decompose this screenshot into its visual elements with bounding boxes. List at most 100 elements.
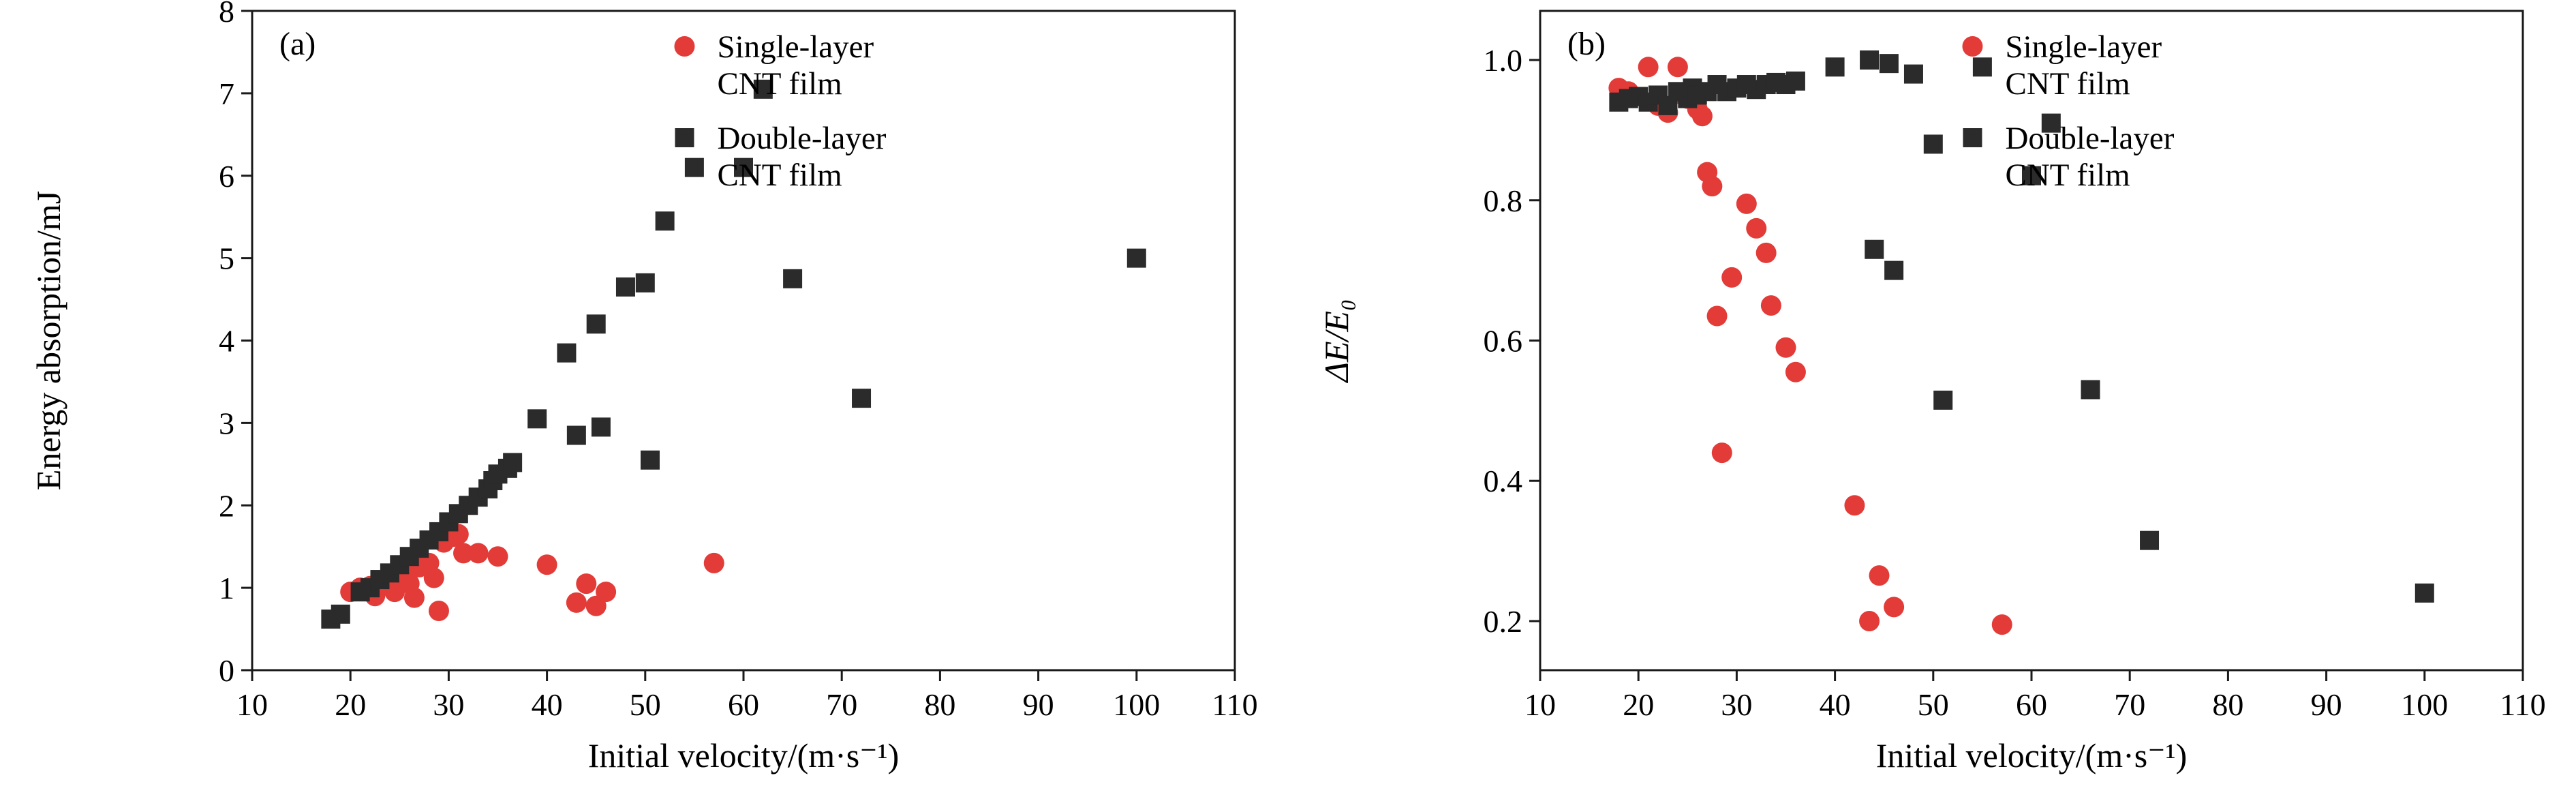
data-point-double-layer-cnt-film: [2081, 380, 2100, 400]
data-point-single-layer-cnt-film: [1755, 242, 1777, 263]
data-point-double-layer-cnt-film: [1785, 71, 1805, 91]
data-point-single-layer-cnt-film: [1667, 57, 1688, 78]
data-point-double-layer-cnt-film: [566, 425, 586, 445]
y-tick-label: 8: [219, 0, 234, 29]
data-point-single-layer-cnt-film: [423, 567, 444, 588]
data-point-single-layer-cnt-film: [487, 546, 508, 567]
data-point-double-layer-cnt-film: [586, 314, 606, 334]
data-point-double-layer-cnt-film: [1923, 134, 1943, 154]
y-tick-label: 1: [219, 571, 234, 605]
data-point-double-layer-cnt-film: [2041, 113, 2061, 133]
data-point-double-layer-cnt-film: [1933, 390, 1953, 410]
data-point-single-layer-cnt-film: [596, 582, 617, 603]
y-tick-label: 4: [219, 324, 234, 359]
panel-b: 10 20 30 40 50 60 70 80 90 100 110 0.2 0.4 0.6 0.8 1.0 I…: [1288, 0, 2576, 797]
data-point-single-layer-cnt-film: [1760, 295, 1781, 316]
x-tick-label: 50: [630, 687, 661, 722]
data-point-single-layer-cnt-film: [1721, 267, 1743, 288]
x-tick-label: 10: [1524, 687, 1556, 722]
x-tick-label: 40: [1820, 687, 1851, 722]
x-axis-title: Initial velocity/(m·s⁻¹): [588, 736, 900, 775]
legend-label: Single-layer: [2005, 29, 2162, 65]
data-point-single-layer-cnt-film: [1775, 337, 1796, 358]
x-tick-label: 70: [2114, 687, 2145, 722]
legend-marker-square: [1963, 128, 1982, 147]
x-axis-title: Initial velocity/(m·s⁻¹): [1876, 736, 2188, 775]
data-point-double-layer-cnt-film: [1884, 260, 1904, 280]
y-tick-label: 0: [219, 653, 234, 688]
legend-marker-circle: [674, 36, 695, 57]
x-tick-label: 100: [2401, 687, 2448, 722]
x-tick-label: 90: [2311, 687, 2342, 722]
x-tick-label: 20: [335, 687, 366, 722]
scatter-chart-energy-absorption: 10 20 30 40 50 60 70 80 90 100 110 0 1 2 3 4 5 6 7 8 Initial…: [29, 0, 1258, 775]
legend-label: Double-layer: [2005, 121, 2174, 156]
data-point-double-layer-cnt-film: [557, 343, 577, 363]
data-point-single-layer-cnt-film: [566, 592, 587, 613]
y-tick-label: 0.8: [1484, 183, 1523, 218]
x-tick-label: 30: [433, 687, 464, 722]
data-point-single-layer-cnt-film: [536, 554, 557, 575]
data-point-double-layer-cnt-film: [331, 604, 350, 624]
data-point-single-layer-cnt-film: [1638, 57, 1659, 78]
y-tick-label: 5: [219, 241, 234, 276]
panel-label: (b): [1567, 26, 1606, 62]
data-point-single-layer-cnt-film: [1706, 305, 1728, 327]
x-tick-label: 110: [2500, 687, 2545, 722]
x-tick-label: 40: [532, 687, 563, 722]
y-tick-label: 3: [219, 406, 234, 440]
x-tick-label: 90: [1023, 687, 1054, 722]
x-tick-label: 60: [728, 687, 759, 722]
y-axis-title: ΔE/E₀: [1317, 299, 1355, 384]
data-point-double-layer-cnt-film: [1825, 57, 1845, 77]
data-point-single-layer-cnt-film: [1736, 193, 1757, 214]
data-point-double-layer-cnt-film: [783, 269, 803, 288]
data-point-double-layer-cnt-film: [2414, 583, 2434, 603]
data-point-single-layer-cnt-film: [1991, 614, 2012, 635]
data-point-double-layer-cnt-film: [734, 157, 753, 177]
x-tick-label: 60: [2016, 687, 2047, 722]
data-point-single-layer-cnt-film: [453, 543, 474, 564]
x-tick-label: 110: [1212, 687, 1257, 722]
y-tick-label: 1.0: [1484, 43, 1523, 78]
y-tick-label: 0.6: [1484, 324, 1523, 359]
data-point-double-layer-cnt-film: [753, 79, 773, 99]
data-point-single-layer-cnt-film: [1884, 597, 1905, 618]
data-point-single-layer-cnt-film: [1869, 565, 1890, 586]
data-point-double-layer-cnt-film: [503, 453, 523, 472]
x-tick-label: 80: [924, 687, 955, 722]
legend-label: CNT film: [717, 66, 842, 102]
data-point-single-layer-cnt-film: [403, 587, 425, 608]
y-tick-label: 7: [219, 76, 234, 111]
x-tick-label: 50: [1918, 687, 1949, 722]
data-point-double-layer-cnt-film: [1126, 248, 1146, 268]
x-tick-label: 100: [1113, 687, 1160, 722]
data-point-single-layer-cnt-film: [1785, 361, 1806, 382]
legend-label: CNT film: [2005, 157, 2130, 193]
x-tick-label: 20: [1623, 687, 1654, 722]
data-point-single-layer-cnt-film: [428, 600, 449, 621]
data-point-single-layer-cnt-film: [1859, 610, 1880, 631]
legend-label: CNT film: [2005, 66, 2130, 102]
y-tick-label: 6: [219, 159, 234, 194]
y-tick-label: 0.4: [1484, 464, 1523, 498]
data-point-single-layer-cnt-film: [1746, 217, 1767, 239]
data-point-single-layer-cnt-film: [576, 573, 597, 595]
data-point-double-layer-cnt-film: [1972, 57, 1992, 77]
data-point-double-layer-cnt-film: [1903, 64, 1923, 84]
data-point-double-layer-cnt-film: [591, 417, 611, 437]
panel-a: 10 20 30 40 50 60 70 80 90 100 110 0 1 2 3 4 5 6 7 8 Initial…: [29, 0, 1258, 775]
panel-label: (a): [279, 26, 316, 62]
legend-label: CNT film: [717, 157, 842, 193]
data-point-double-layer-cnt-film: [1860, 50, 1880, 70]
legend-marker-square: [675, 128, 694, 147]
x-tick-label: 80: [2212, 687, 2243, 722]
legend-marker-circle: [1962, 36, 1983, 57]
x-tick-label: 70: [826, 687, 857, 722]
x-tick-label: 10: [236, 687, 268, 722]
data-point-double-layer-cnt-film: [641, 450, 660, 470]
data-point-double-layer-cnt-film: [635, 273, 655, 292]
data-point-double-layer-cnt-film: [655, 211, 675, 231]
data-point-double-layer-cnt-film: [684, 157, 704, 177]
